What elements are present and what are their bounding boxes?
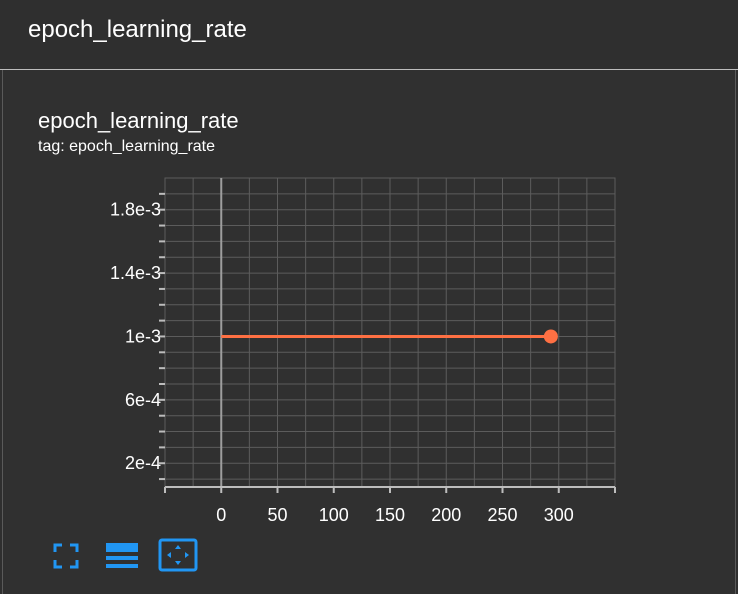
x-tick-label: 200 — [431, 505, 461, 525]
fullscreen-button[interactable] — [52, 542, 80, 570]
panel-header: epoch_learning_rate — [0, 0, 738, 70]
legend-list-icon — [106, 543, 138, 568]
x-tick-label: 300 — [544, 505, 574, 525]
chart-card — [2, 70, 736, 594]
x-tick-label: 0 — [216, 505, 226, 525]
panel-header-title: epoch_learning_rate — [28, 16, 247, 43]
y-tick-label: 1.8e-3 — [110, 200, 161, 220]
y-tick-label: 6e-4 — [125, 390, 161, 410]
x-tick-label: 250 — [487, 505, 517, 525]
y-tick-label: 2e-4 — [125, 453, 161, 473]
fullscreen-icon — [53, 543, 79, 569]
y-tick-label: 1.4e-3 — [110, 263, 161, 283]
x-tick-label: 50 — [267, 505, 287, 525]
x-tick-label: 150 — [375, 505, 405, 525]
chart-title: epoch_learning_rate — [38, 108, 239, 133]
fit-domain-icon — [158, 538, 198, 572]
chart-subtitle: tag: epoch_learning_rate — [38, 138, 216, 155]
toggle-log-scale-button[interactable] — [104, 540, 140, 572]
y-tick-label: 1e-3 — [125, 326, 161, 346]
series-last-point[interactable] — [543, 329, 558, 344]
fit-domain-button[interactable] — [158, 538, 198, 572]
x-tick-label: 100 — [319, 505, 349, 525]
